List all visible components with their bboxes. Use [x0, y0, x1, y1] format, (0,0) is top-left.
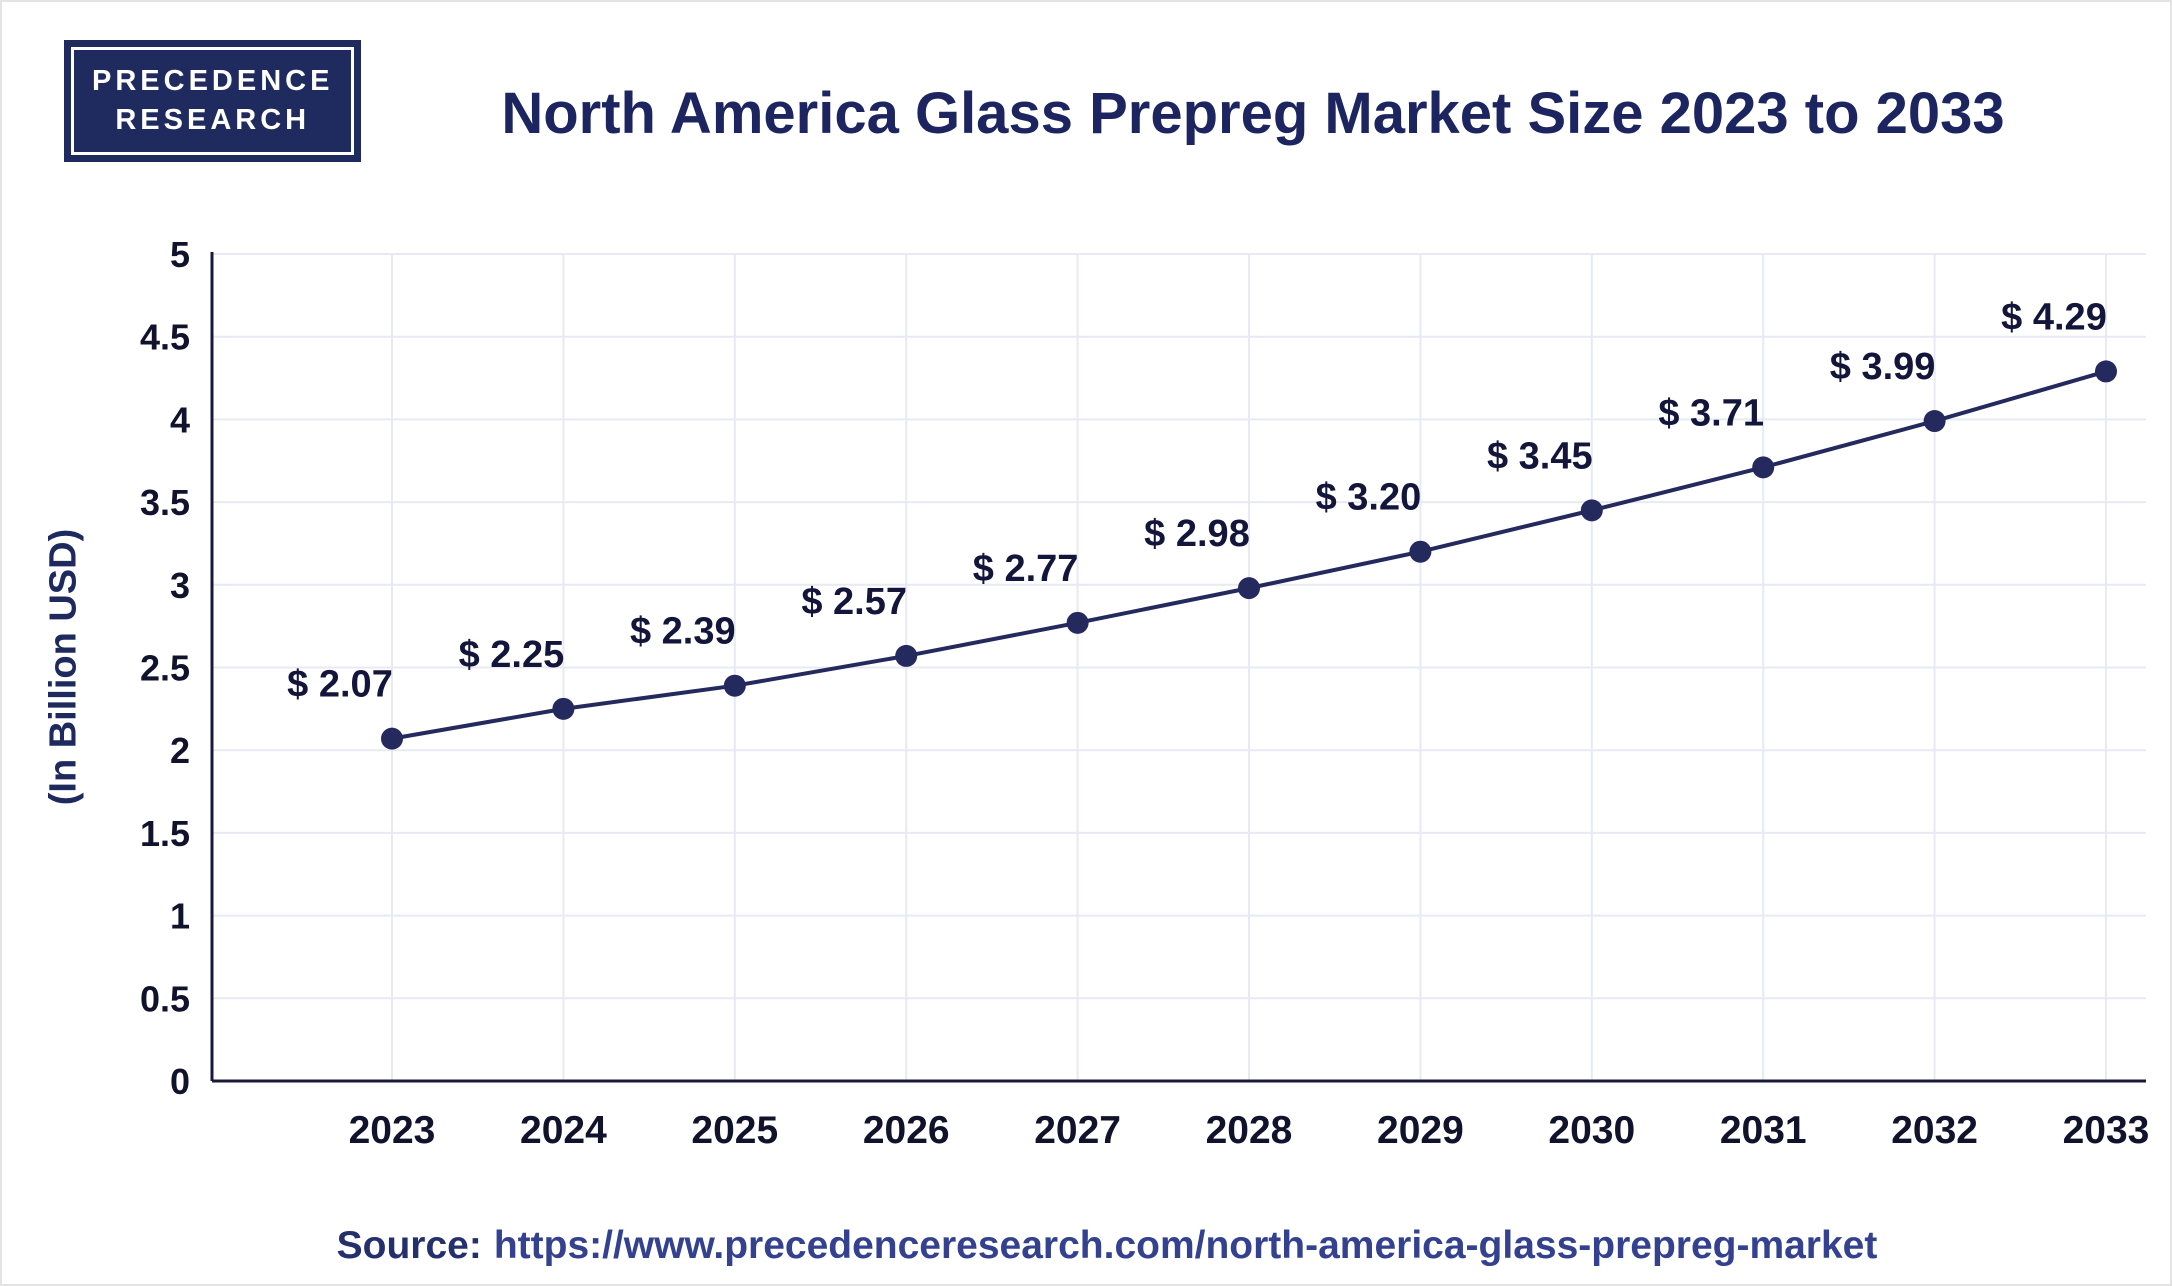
- precedence-research-logo: PRECEDENCE RESEARCH: [64, 40, 362, 163]
- data-point-label: $ 2.07: [287, 664, 393, 706]
- data-point: [895, 644, 918, 667]
- x-tick-label: 2025: [691, 1109, 778, 1152]
- x-tick-label: 2028: [1206, 1109, 1293, 1152]
- x-tick-label: 2033: [2063, 1109, 2150, 1152]
- data-point-label: $ 4.29: [2001, 296, 2107, 338]
- y-tick-label: 4.5: [140, 317, 190, 358]
- source-url-link[interactable]: https://www.precedenceresearch.com/north…: [493, 1224, 1878, 1267]
- logo-line-2: RESEARCH: [115, 104, 311, 137]
- data-point: [1238, 577, 1260, 600]
- x-tick-label: 2029: [1377, 1109, 1464, 1152]
- data-point-label: $ 2.98: [1144, 513, 1250, 555]
- logo-inner-box: PRECEDENCE RESEARCH: [71, 47, 355, 156]
- data-point-label: $ 3.99: [1830, 346, 1936, 388]
- x-tick-label: 2026: [863, 1109, 950, 1152]
- data-point: [552, 697, 575, 720]
- data-point: [1923, 410, 1946, 433]
- logo-line-1: PRECEDENCE: [92, 65, 334, 97]
- data-point: [1580, 499, 1603, 522]
- x-tick-label: 2027: [1034, 1109, 1121, 1152]
- source-label: Source:: [336, 1224, 482, 1267]
- data-point-label: $ 3.45: [1487, 435, 1593, 477]
- source-line: Source: https://www.precedenceresearch.co…: [337, 1224, 1878, 1268]
- y-tick-label: 0: [170, 1061, 190, 1102]
- chart-title: North America Glass Prepreg Market Size …: [501, 81, 2005, 146]
- data-point: [1409, 540, 1432, 563]
- x-tick-label: 2024: [520, 1109, 607, 1152]
- data-point-label: $ 2.25: [459, 634, 565, 676]
- data-point: [1752, 456, 1775, 479]
- y-tick-label: 0.5: [140, 978, 190, 1019]
- y-tick-label: 3: [170, 565, 190, 606]
- data-point-label: $ 2.77: [973, 548, 1079, 590]
- data-point: [2095, 360, 2117, 383]
- data-point: [723, 674, 746, 697]
- data-point-label: $ 2.57: [801, 581, 907, 623]
- y-tick-label: 4: [170, 399, 190, 440]
- x-tick-label: 2031: [1720, 1109, 1807, 1152]
- y-tick-label: 1.5: [140, 813, 190, 854]
- x-tick-label: 2023: [349, 1109, 436, 1152]
- data-point: [1066, 611, 1089, 634]
- data-point: [381, 727, 403, 750]
- y-tick-label: 3.5: [140, 482, 190, 523]
- y-tick-label: 1: [170, 896, 190, 937]
- data-point-label: $ 3.20: [1316, 477, 1422, 519]
- y-tick-label: 2: [170, 730, 190, 771]
- y-tick-label: 2.5: [140, 648, 190, 689]
- x-tick-label: 2032: [1891, 1109, 1978, 1152]
- data-point-label: $ 2.39: [630, 611, 736, 653]
- data-point-label: $ 3.71: [1658, 392, 1764, 434]
- y-tick-label: 5: [170, 234, 190, 275]
- y-axis-title: (In Billion USD): [42, 528, 85, 806]
- x-tick-label: 2030: [1548, 1109, 1635, 1152]
